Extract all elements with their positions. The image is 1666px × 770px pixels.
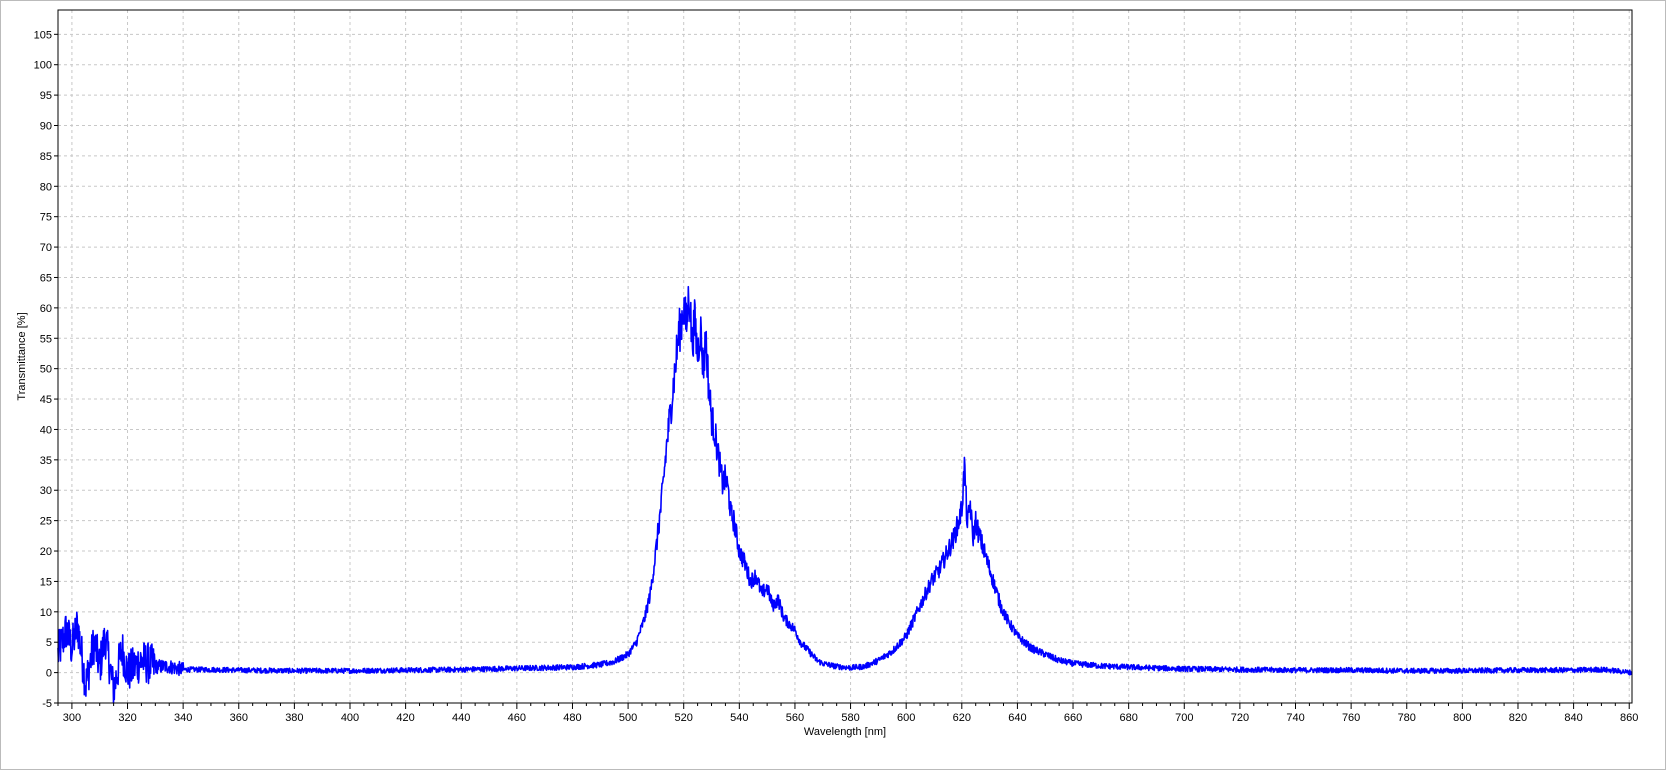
x-tick-label: 620 [953, 712, 971, 724]
x-tick-label: 720 [1231, 712, 1249, 724]
x-tick-label: 560 [786, 712, 804, 724]
x-tick-label: 440 [452, 712, 470, 724]
y-tick-label: 10 [40, 607, 52, 619]
x-tick-label: 480 [563, 712, 581, 724]
x-tick-label: 320 [118, 712, 136, 724]
y-tick-label: 45 [40, 394, 52, 406]
y-tick-label: 85 [40, 151, 52, 163]
x-axis: 300 320 340 360 380 400 420 440 460 480 500 520 540 5… [57, 703, 1638, 724]
x-tick-label: 300 [63, 712, 81, 724]
x-tick-label: 460 [508, 712, 526, 724]
x-tick-label: 540 [730, 712, 748, 724]
y-tick-label: 70 [40, 242, 52, 254]
y-tick-label: 60 [40, 303, 52, 315]
x-tick-label: 820 [1509, 712, 1527, 724]
x-tick-label: 780 [1398, 712, 1416, 724]
y-tick-label: 5 [46, 637, 52, 649]
y-tick-label: 20 [40, 546, 52, 558]
series-line-0 [57, 285, 1633, 704]
y-tick-label: 55 [40, 333, 52, 345]
y-tick-label: 95 [40, 90, 52, 102]
y-tick-label: 100 [34, 60, 52, 72]
y-tick-label: 90 [40, 121, 52, 133]
y-tick-label: 105 [34, 29, 52, 41]
y-tick-label: 35 [40, 455, 52, 467]
y-tick-label: 25 [40, 516, 52, 528]
y-tick-label: 15 [40, 576, 52, 588]
x-tick-label: 380 [285, 712, 303, 724]
x-tick-label: 740 [1286, 712, 1304, 724]
x-tick-label: 340 [174, 712, 192, 724]
x-tick-label: 580 [841, 712, 859, 724]
x-tick-label: 360 [230, 712, 248, 724]
x-tick-label: 760 [1342, 712, 1360, 724]
y-tick-label: 75 [40, 212, 52, 224]
y-tick-label: 50 [40, 364, 52, 376]
x-tick-label: 700 [1175, 712, 1193, 724]
series-layer [57, 285, 1633, 704]
x-tick-label: 500 [619, 712, 637, 724]
y-tick-label: 65 [40, 272, 52, 284]
x-tick-label: 660 [1064, 712, 1082, 724]
grid [58, 10, 1632, 703]
x-tick-label: 420 [396, 712, 414, 724]
y-tick-label: 80 [40, 181, 52, 193]
y-tick-label: 40 [40, 424, 52, 436]
y-axis: -5 0 5 10 15 20 25 30 35 40 45 50 55 60 65 70 75 80 85 90 95… [34, 29, 58, 710]
y-axis-title: Transmittance [%] [16, 312, 28, 400]
x-tick-label: 840 [1564, 712, 1582, 724]
x-tick-label: 800 [1453, 712, 1471, 724]
y-tick-label: 30 [40, 485, 52, 497]
y-tick-label: 0 [46, 668, 52, 680]
y-tick-label: -5 [42, 698, 52, 710]
x-tick-label: 640 [1008, 712, 1026, 724]
x-tick-label: 680 [1119, 712, 1137, 724]
x-tick-label: 520 [675, 712, 693, 724]
x-tick-label: 860 [1620, 712, 1638, 724]
x-tick-label: 400 [341, 712, 359, 724]
x-axis-title: Wavelength [nm] [804, 726, 886, 738]
x-tick-label: 600 [897, 712, 915, 724]
plot-area-frame [57, 9, 1633, 704]
